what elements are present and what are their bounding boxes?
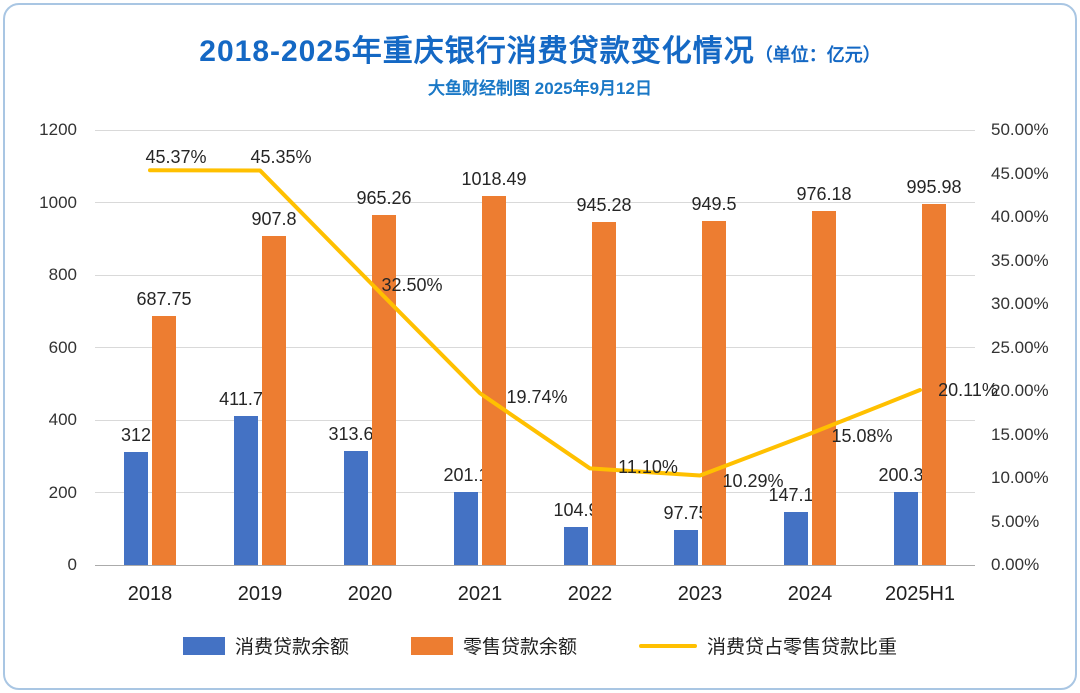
bar-value-label: 200.34 xyxy=(878,465,934,486)
legend-label: 零售贷款余额 xyxy=(462,637,577,658)
bar-value-label: 945.28 xyxy=(576,195,632,216)
bar-value-label: 976.18 xyxy=(796,184,852,205)
chart-title-unit: （单位：亿元） xyxy=(754,45,881,65)
line-value-label: 11.10% xyxy=(618,457,678,478)
bar-value-label: 1018.49 xyxy=(461,168,527,189)
chart-legend: 消费贷款余额 零售贷款余额 消费贷占零售贷款比重 xyxy=(0,632,1080,659)
ratio-line xyxy=(148,168,922,478)
bar-value-label: 411.72 xyxy=(219,388,273,409)
bar-value-label: 313.67 xyxy=(328,424,384,445)
bar-retail-2021 xyxy=(482,195,506,565)
bar-value-label: 147.19 xyxy=(768,484,824,505)
x-axis-label: 2020 xyxy=(347,583,393,605)
legend-bar-swatch xyxy=(182,636,225,655)
bar-retail-2025H1 xyxy=(922,203,946,565)
right-axis-tick: 35.00% xyxy=(991,250,1049,270)
bar-value-label: 201.1 xyxy=(443,465,489,486)
bar-value-label: 965.26 xyxy=(356,188,412,209)
bar-retail-2020 xyxy=(372,215,396,565)
gridline xyxy=(95,202,975,203)
line-value-label: 45.35% xyxy=(250,147,312,168)
bar-value-label: 104.9 xyxy=(553,499,599,520)
left-axis-tick: 0 xyxy=(67,555,77,574)
legend-line-swatch xyxy=(639,643,697,648)
legend-label: 消费贷占零售贷款比重 xyxy=(707,637,898,658)
x-axis-label: 2022 xyxy=(567,583,613,605)
right-axis-tick: 40.00% xyxy=(991,207,1049,226)
right-axis-tick: 10.00% xyxy=(991,468,1049,487)
legend-item-ratio: 消费贷占零售贷款比重 xyxy=(639,632,897,659)
right-axis-tick: 45.00% xyxy=(991,163,1049,183)
left-axis-tick: 600 xyxy=(48,337,77,357)
bar-value-label: 907.8 xyxy=(251,208,297,229)
bar-retail-2023 xyxy=(702,220,726,565)
x-axis-label: 2021 xyxy=(457,583,503,605)
bar-consumer-2021 xyxy=(454,492,478,565)
chart-subtitle: 大鱼财经制图 2025年9月12日 xyxy=(428,79,652,98)
legend-label: 消费贷款余额 xyxy=(234,637,349,658)
gridline xyxy=(95,492,975,493)
left-axis-tick: 1200 xyxy=(39,120,77,139)
bar-consumer-2024 xyxy=(784,511,808,565)
gridline xyxy=(95,419,975,421)
legend-bar-swatch xyxy=(410,636,453,655)
x-axis-label: 2024 xyxy=(787,583,833,605)
right-axis-tick: 5.00% xyxy=(991,511,1040,531)
chart-border-frame xyxy=(3,3,1077,690)
right-axis-tick: 15.00% xyxy=(991,424,1049,444)
left-axis-tick: 400 xyxy=(48,410,77,429)
gridline xyxy=(95,274,975,276)
right-axis-tick: 50.00% xyxy=(991,120,1049,139)
left-axis-tick: 800 xyxy=(48,265,77,284)
line-value-label: 20.11% xyxy=(938,380,998,401)
gridline xyxy=(95,564,975,566)
bar-consumer-2022 xyxy=(564,526,588,565)
bar-value-label: 949.5 xyxy=(691,193,737,214)
gridline xyxy=(95,347,975,348)
bar-retail-2018 xyxy=(152,315,176,565)
x-axis-label: 2023 xyxy=(677,583,723,605)
chart-title: 2018-2025年重庆银行消费贷款变化情况（单位：亿元） xyxy=(0,26,1080,70)
right-axis-tick: 0.00% xyxy=(991,555,1040,574)
gridline xyxy=(95,129,975,131)
right-axis-tick: 30.00% xyxy=(991,294,1049,313)
line-value-label: 15.08% xyxy=(831,425,893,446)
right-axis-tick: 25.00% xyxy=(991,337,1049,357)
left-axis-tick: 1000 xyxy=(39,192,77,212)
bar-retail-2019 xyxy=(262,235,286,565)
bar-value-label: 97.75 xyxy=(663,502,709,523)
bar-consumer-2018 xyxy=(124,451,148,565)
bar-consumer-2023 xyxy=(674,529,698,565)
legend-item-retail: 零售贷款余额 xyxy=(410,632,577,659)
right-axis-tick: 20.00% xyxy=(991,381,1049,400)
bar-value-label: 995.98 xyxy=(906,176,962,197)
bar-retail-2024 xyxy=(812,211,836,565)
bar-consumer-2025H1 xyxy=(894,492,918,565)
bar-value-label: 312 xyxy=(120,424,152,445)
bar-consumer-2020 xyxy=(344,451,368,565)
left-axis-tick: 200 xyxy=(48,482,77,502)
bar-retail-2022 xyxy=(592,222,616,565)
line-value-label: 19.74% xyxy=(506,387,568,408)
bar-value-label: 687.75 xyxy=(136,288,192,309)
chart-title-text: 2018-2025年重庆银行消费贷款变化情况 xyxy=(199,35,755,68)
x-axis-label: 2025H1 xyxy=(884,583,956,605)
legend-item-consumer: 消费贷款余额 xyxy=(182,632,349,659)
bar-consumer-2019 xyxy=(234,415,258,565)
x-axis-label: 2018 xyxy=(127,583,173,605)
line-value-label: 32.50% xyxy=(381,275,443,296)
line-value-label: 10.29% xyxy=(722,471,784,492)
x-axis-label: 2019 xyxy=(237,583,283,605)
line-value-label: 45.37% xyxy=(145,147,207,168)
